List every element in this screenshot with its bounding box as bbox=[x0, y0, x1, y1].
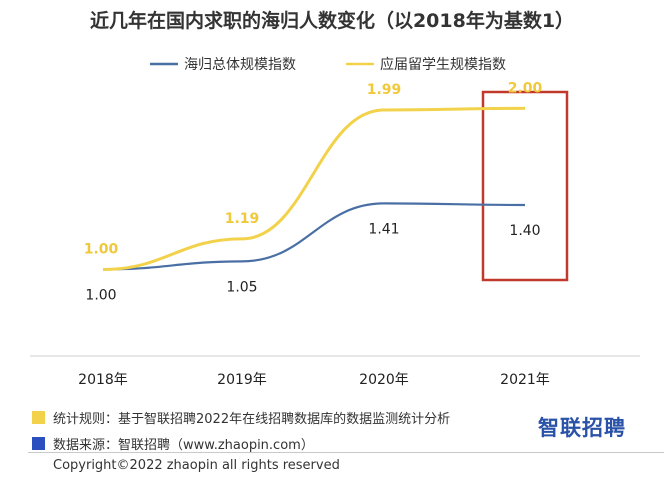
footnote-source: 数据来源：智联招聘（www.zhaopin.com） bbox=[32, 430, 450, 456]
series-lines bbox=[102, 106, 526, 271]
data-label-overall-0: 1.00 bbox=[85, 287, 116, 303]
chart-title: 近几年在国内求职的海归人数变化（以2018年为基数1） bbox=[89, 10, 575, 32]
footnote-rule: 统计规则：基于智联招聘2022年在线招聘数据库的数据监测统计分析 bbox=[32, 404, 450, 430]
series-line-0 bbox=[102, 202, 526, 271]
data-label-graduate-0: 1.00 bbox=[84, 241, 119, 257]
divider bbox=[28, 452, 664, 453]
footnote-rule-text: 统计规则：基于智联招聘2022年在线招聘数据库的数据监测统计分析 bbox=[53, 411, 451, 427]
x-tick-label-2: 2020年 bbox=[359, 372, 409, 388]
footnote-source-text: 数据来源：智联招聘（www.zhaopin.com） bbox=[53, 437, 314, 453]
data-label-overall-2: 1.41 bbox=[368, 221, 399, 237]
footnotes: 统计规则：基于智联招聘2022年在线招聘数据库的数据监测统计分析 数据来源：智联… bbox=[32, 404, 450, 456]
data-labels: 1.00 1.05 1.41 1.40 1.00 1.19 1.99 2.00 bbox=[84, 80, 543, 303]
x-tick-label-1: 2019年 bbox=[217, 372, 267, 388]
data-label-overall-1: 1.05 bbox=[226, 279, 257, 295]
legend-label-0: 海归总体规模指数 bbox=[184, 56, 296, 73]
data-label-graduate-2: 1.99 bbox=[367, 82, 402, 98]
data-label-graduate-1: 1.19 bbox=[225, 211, 260, 227]
highlight-box bbox=[481, 90, 569, 282]
x-tick-labels: 2018年 2019年 2020年 2021年 bbox=[78, 372, 550, 388]
data-label-overall-3: 1.40 bbox=[509, 223, 540, 239]
legend-label-1: 应届留学生规模指数 bbox=[380, 56, 506, 73]
x-tick-label-3: 2021年 bbox=[500, 372, 550, 388]
blue-square-icon bbox=[32, 436, 45, 450]
highlight-group bbox=[481, 90, 569, 282]
x-tick-label-0: 2018年 bbox=[78, 372, 128, 388]
copyright-text: Copyright©2022 zhaopin all rights reserv… bbox=[53, 458, 340, 473]
data-label-graduate-3: 2.00 bbox=[508, 80, 543, 96]
series-line-1 bbox=[102, 106, 526, 271]
chart-legend: 海归总体规模指数 应届留学生规模指数 bbox=[150, 56, 506, 73]
yellow-square-icon bbox=[32, 410, 45, 424]
brand-logo: 智联招聘 bbox=[538, 416, 626, 440]
line-chart: 海归总体规模指数 应届留学生规模指数 1.001.051.41 1.401.001.… bbox=[30, 56, 640, 388]
